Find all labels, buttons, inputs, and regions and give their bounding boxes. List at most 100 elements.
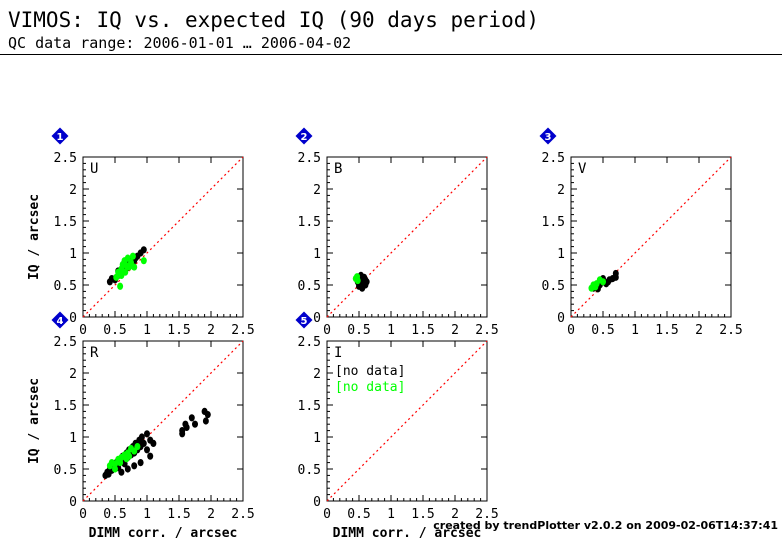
data-point xyxy=(202,417,209,425)
y-axis-label: IQ / arcsec xyxy=(27,378,42,464)
panel-badge-icon xyxy=(295,311,313,329)
panel-b: 2 00 0.5 0.5 1 1 1.5 1.5 2 2 2.5 2.5 B xyxy=(295,127,499,338)
x-axis-label: DIMM corr. / arcsec xyxy=(89,526,238,541)
x-tick-label: 0.5 xyxy=(347,507,370,522)
x-tick-label: 1.5 xyxy=(655,323,678,338)
y-tick-label: 1 xyxy=(69,247,77,262)
data-point xyxy=(122,268,129,276)
y-tick-label: 2 xyxy=(313,367,321,382)
data-point xyxy=(188,414,195,422)
panel-badge-number: 1 xyxy=(57,132,64,143)
y-tick-label: 2 xyxy=(69,183,77,198)
y-tick-label: 0.5 xyxy=(54,279,77,294)
footer-credit: created by trendPlotter v2.0.2 on 2009-0… xyxy=(433,519,778,532)
data-point xyxy=(138,433,145,441)
y-tick-label: 0 xyxy=(69,495,77,510)
y-tick-label: 0 xyxy=(557,311,565,326)
x-tick-label: 2 xyxy=(207,507,215,522)
filter-label: U xyxy=(90,161,98,177)
y-tick-label: 1 xyxy=(69,431,77,446)
filter-label: R xyxy=(90,345,99,361)
x-tick-label: 2 xyxy=(695,323,703,338)
reference-line xyxy=(326,156,488,318)
x-tick-label: 0.5 xyxy=(103,507,126,522)
x-tick-label: 2.5 xyxy=(719,323,742,338)
y-tick-label: 0.5 xyxy=(298,463,321,478)
no-data-label: [no data] xyxy=(335,364,405,379)
y-tick-label: 1.5 xyxy=(54,399,77,414)
data-point xyxy=(134,443,141,451)
data-point xyxy=(605,278,612,286)
x-tick-label: 2.5 xyxy=(231,507,254,522)
y-axis-label: IQ / arcsec xyxy=(27,194,42,280)
data-point xyxy=(147,452,154,460)
data-point xyxy=(113,273,120,281)
y-tick-label: 0.5 xyxy=(542,279,565,294)
filter-label: I xyxy=(334,345,342,361)
x-tick-label: 0.5 xyxy=(591,323,614,338)
x-tick-label: 2.5 xyxy=(475,507,498,522)
x-tick-label: 2.5 xyxy=(475,323,498,338)
data-point xyxy=(117,282,124,290)
x-tick-label: 0 xyxy=(79,507,87,522)
panel-v: 3 00 0.5 0.5 1 1 1.5 1.5 2 2 2.5 2.5 V xyxy=(539,127,743,338)
x-tick-label: 1 xyxy=(387,323,395,338)
x-tick-label: 1.5 xyxy=(411,323,434,338)
filter-label: V xyxy=(578,161,587,177)
x-tick-label: 0 xyxy=(323,507,331,522)
x-tick-label: 2 xyxy=(451,507,459,522)
y-tick-label: 0.5 xyxy=(298,279,321,294)
data-point xyxy=(150,439,157,447)
header-divider xyxy=(0,54,782,55)
panel-badge-icon xyxy=(539,127,557,145)
data-point xyxy=(118,468,125,476)
plot-frame xyxy=(326,156,488,318)
y-tick-label: 1.5 xyxy=(54,215,77,230)
y-tick-label: 2.5 xyxy=(54,335,77,350)
y-tick-label: 1 xyxy=(557,247,565,262)
data-point xyxy=(192,420,198,428)
x-tick-label: 1 xyxy=(143,323,151,338)
y-tick-label: 1.5 xyxy=(298,399,321,414)
data-point xyxy=(144,446,150,454)
panel-u: 1 00 0.5 0.5 1 1 1.5 1.5 2 2 2.5 2.5 IQ / arcsec U xyxy=(27,127,255,338)
y-tick-label: 2 xyxy=(313,183,321,198)
x-tick-label: 2.5 xyxy=(231,323,254,338)
x-tick-label: 0 xyxy=(323,323,331,338)
data-point xyxy=(140,257,147,265)
y-tick-label: 2 xyxy=(69,367,77,382)
data-point xyxy=(129,252,136,260)
filter-label: B xyxy=(334,161,342,177)
x-axis-label: DIMM corr. / arcsec xyxy=(333,526,482,541)
y-tick-label: 1 xyxy=(313,247,321,262)
y-tick-label: 0 xyxy=(313,311,321,326)
x-tick-label: 1 xyxy=(143,507,151,522)
data-point xyxy=(140,439,147,447)
x-tick-label: 1.5 xyxy=(411,507,434,522)
plot-frame xyxy=(326,340,488,502)
y-tick-label: 2 xyxy=(557,183,565,198)
panel-badge-number: 4 xyxy=(57,316,64,327)
y-tick-label: 1 xyxy=(313,431,321,446)
plot-frame xyxy=(82,156,244,318)
data-point xyxy=(592,283,599,291)
x-tick-label: 0 xyxy=(567,323,575,338)
plot-frame xyxy=(570,156,732,318)
x-tick-label: 0.5 xyxy=(103,323,126,338)
y-tick-label: 1.5 xyxy=(298,215,321,230)
data-point xyxy=(179,430,186,438)
page-subtitle: QC data range: 2006-01-01 … 2006-04-02 xyxy=(8,34,352,52)
data-point xyxy=(360,280,367,288)
y-tick-label: 2.5 xyxy=(54,151,77,166)
x-tick-label: 1.5 xyxy=(167,323,190,338)
data-point xyxy=(183,423,190,431)
data-point xyxy=(124,465,131,473)
data-point xyxy=(112,465,118,473)
data-point xyxy=(600,278,606,286)
data-point xyxy=(356,282,362,290)
y-tick-label: 0 xyxy=(69,311,77,326)
x-tick-label: 2 xyxy=(207,323,215,338)
data-point xyxy=(123,455,130,463)
